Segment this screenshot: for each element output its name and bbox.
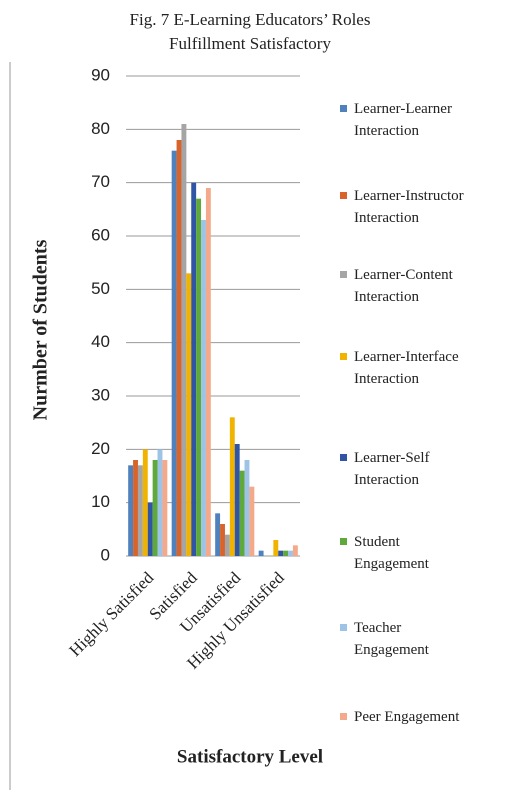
bar bbox=[142, 449, 148, 556]
y-tick-label: 40 bbox=[91, 332, 110, 351]
bar bbox=[147, 502, 153, 556]
bar bbox=[249, 486, 255, 556]
y-tick-label: 60 bbox=[91, 225, 110, 244]
legend-label: Learner-Learner Interaction bbox=[354, 101, 452, 139]
bar bbox=[128, 465, 134, 556]
legend-label: Peer Engagement bbox=[354, 709, 460, 725]
bar bbox=[220, 524, 225, 556]
x-axis-label: Satisfactory Level bbox=[177, 746, 323, 767]
legend-swatch bbox=[340, 271, 347, 278]
bar bbox=[292, 545, 298, 556]
legend-swatch bbox=[340, 105, 347, 112]
bar bbox=[171, 150, 177, 556]
legend-swatch bbox=[340, 713, 347, 720]
bar bbox=[244, 460, 250, 556]
legend-label: Learner-Self Interaction bbox=[354, 450, 430, 488]
y-tick-label: 10 bbox=[91, 492, 110, 511]
legend-label: Learner-Content Interaction bbox=[354, 267, 453, 305]
y-tick-label: 20 bbox=[91, 439, 110, 458]
bar bbox=[205, 188, 211, 556]
bar bbox=[152, 460, 158, 556]
chart-subtitle: Fulfillment Satisfactory bbox=[169, 34, 331, 53]
legend-swatch bbox=[340, 624, 347, 631]
bar bbox=[224, 534, 230, 556]
y-tick-label: 50 bbox=[91, 279, 110, 298]
bar bbox=[201, 220, 206, 556]
bar bbox=[137, 465, 143, 556]
bar bbox=[181, 124, 187, 556]
y-tick-label: 70 bbox=[91, 172, 110, 191]
bar bbox=[157, 449, 163, 556]
chart-title: Fig. 7 E-Learning Educators’ Roles bbox=[130, 10, 371, 29]
legend-label: Learner-Instructor Interaction bbox=[354, 188, 464, 226]
y-tick-label: 80 bbox=[91, 119, 110, 138]
bar bbox=[258, 550, 264, 556]
bar bbox=[234, 444, 240, 556]
bar bbox=[133, 460, 138, 556]
bar bbox=[283, 550, 289, 556]
legend-label: Teacher Engagement bbox=[354, 620, 429, 658]
bar bbox=[278, 550, 284, 556]
bar bbox=[229, 417, 235, 556]
legend-swatch bbox=[340, 192, 347, 199]
y-tick-label: 90 bbox=[91, 65, 110, 84]
bar bbox=[215, 513, 221, 556]
bar bbox=[191, 182, 197, 556]
bar bbox=[239, 470, 245, 556]
y-axis-label: Nurmber of Students bbox=[30, 239, 52, 420]
legend-label: Student Engagement bbox=[354, 534, 429, 572]
bar bbox=[176, 140, 182, 556]
y-tick-label: 30 bbox=[91, 385, 110, 404]
y-tick-label: 0 bbox=[101, 545, 110, 564]
legend-swatch bbox=[340, 353, 347, 360]
bar bbox=[288, 550, 293, 556]
legend-swatch bbox=[340, 538, 347, 545]
bar bbox=[273, 540, 279, 556]
bar bbox=[162, 460, 168, 556]
bar bbox=[196, 198, 202, 556]
x-tick-label: Highly Satisfied bbox=[65, 568, 157, 660]
bar bbox=[186, 273, 192, 556]
legend-swatch bbox=[340, 454, 347, 461]
legend-label: Learner-Interface Interaction bbox=[354, 349, 459, 387]
